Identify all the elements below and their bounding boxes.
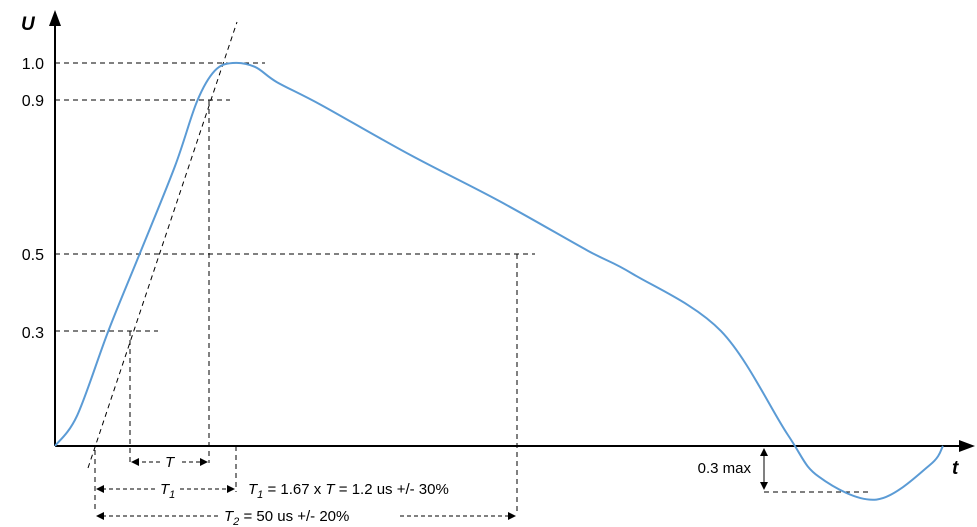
- dimension-arrows: [96, 448, 768, 520]
- voltage-waveform-line: [54, 61, 944, 501]
- y-tick-label: 0.9: [22, 93, 44, 110]
- y-tick-labels: 1.0 0.9 0.5 0.3: [22, 56, 44, 342]
- y-axis-label: U: [21, 14, 36, 35]
- x-axis-arrow: [959, 440, 975, 452]
- x-axis-label: t: [952, 458, 959, 479]
- rise-tangent-line: [87, 21, 238, 469]
- y-tick-label: 1.0: [22, 56, 44, 73]
- t2-label: T2 = 50 us +/- 20%: [224, 508, 349, 527]
- undershoot-label: 0.3 max: [698, 460, 752, 477]
- guide-lines: [55, 21, 868, 512]
- y-tick-label: 0.5: [22, 247, 44, 264]
- t1-formula: T1 = 1.67 x T = 1.2 us +/- 30%: [248, 481, 449, 501]
- annotations: T T1 T1 = 1.67 x T = 1.2 us +/- 30% T2 =…: [160, 454, 751, 527]
- t-label: T: [165, 454, 176, 471]
- t1-label: T1: [160, 481, 175, 501]
- axes: U t: [21, 10, 975, 479]
- y-tick-label: 0.3: [22, 325, 44, 342]
- y-axis-arrow: [49, 10, 61, 26]
